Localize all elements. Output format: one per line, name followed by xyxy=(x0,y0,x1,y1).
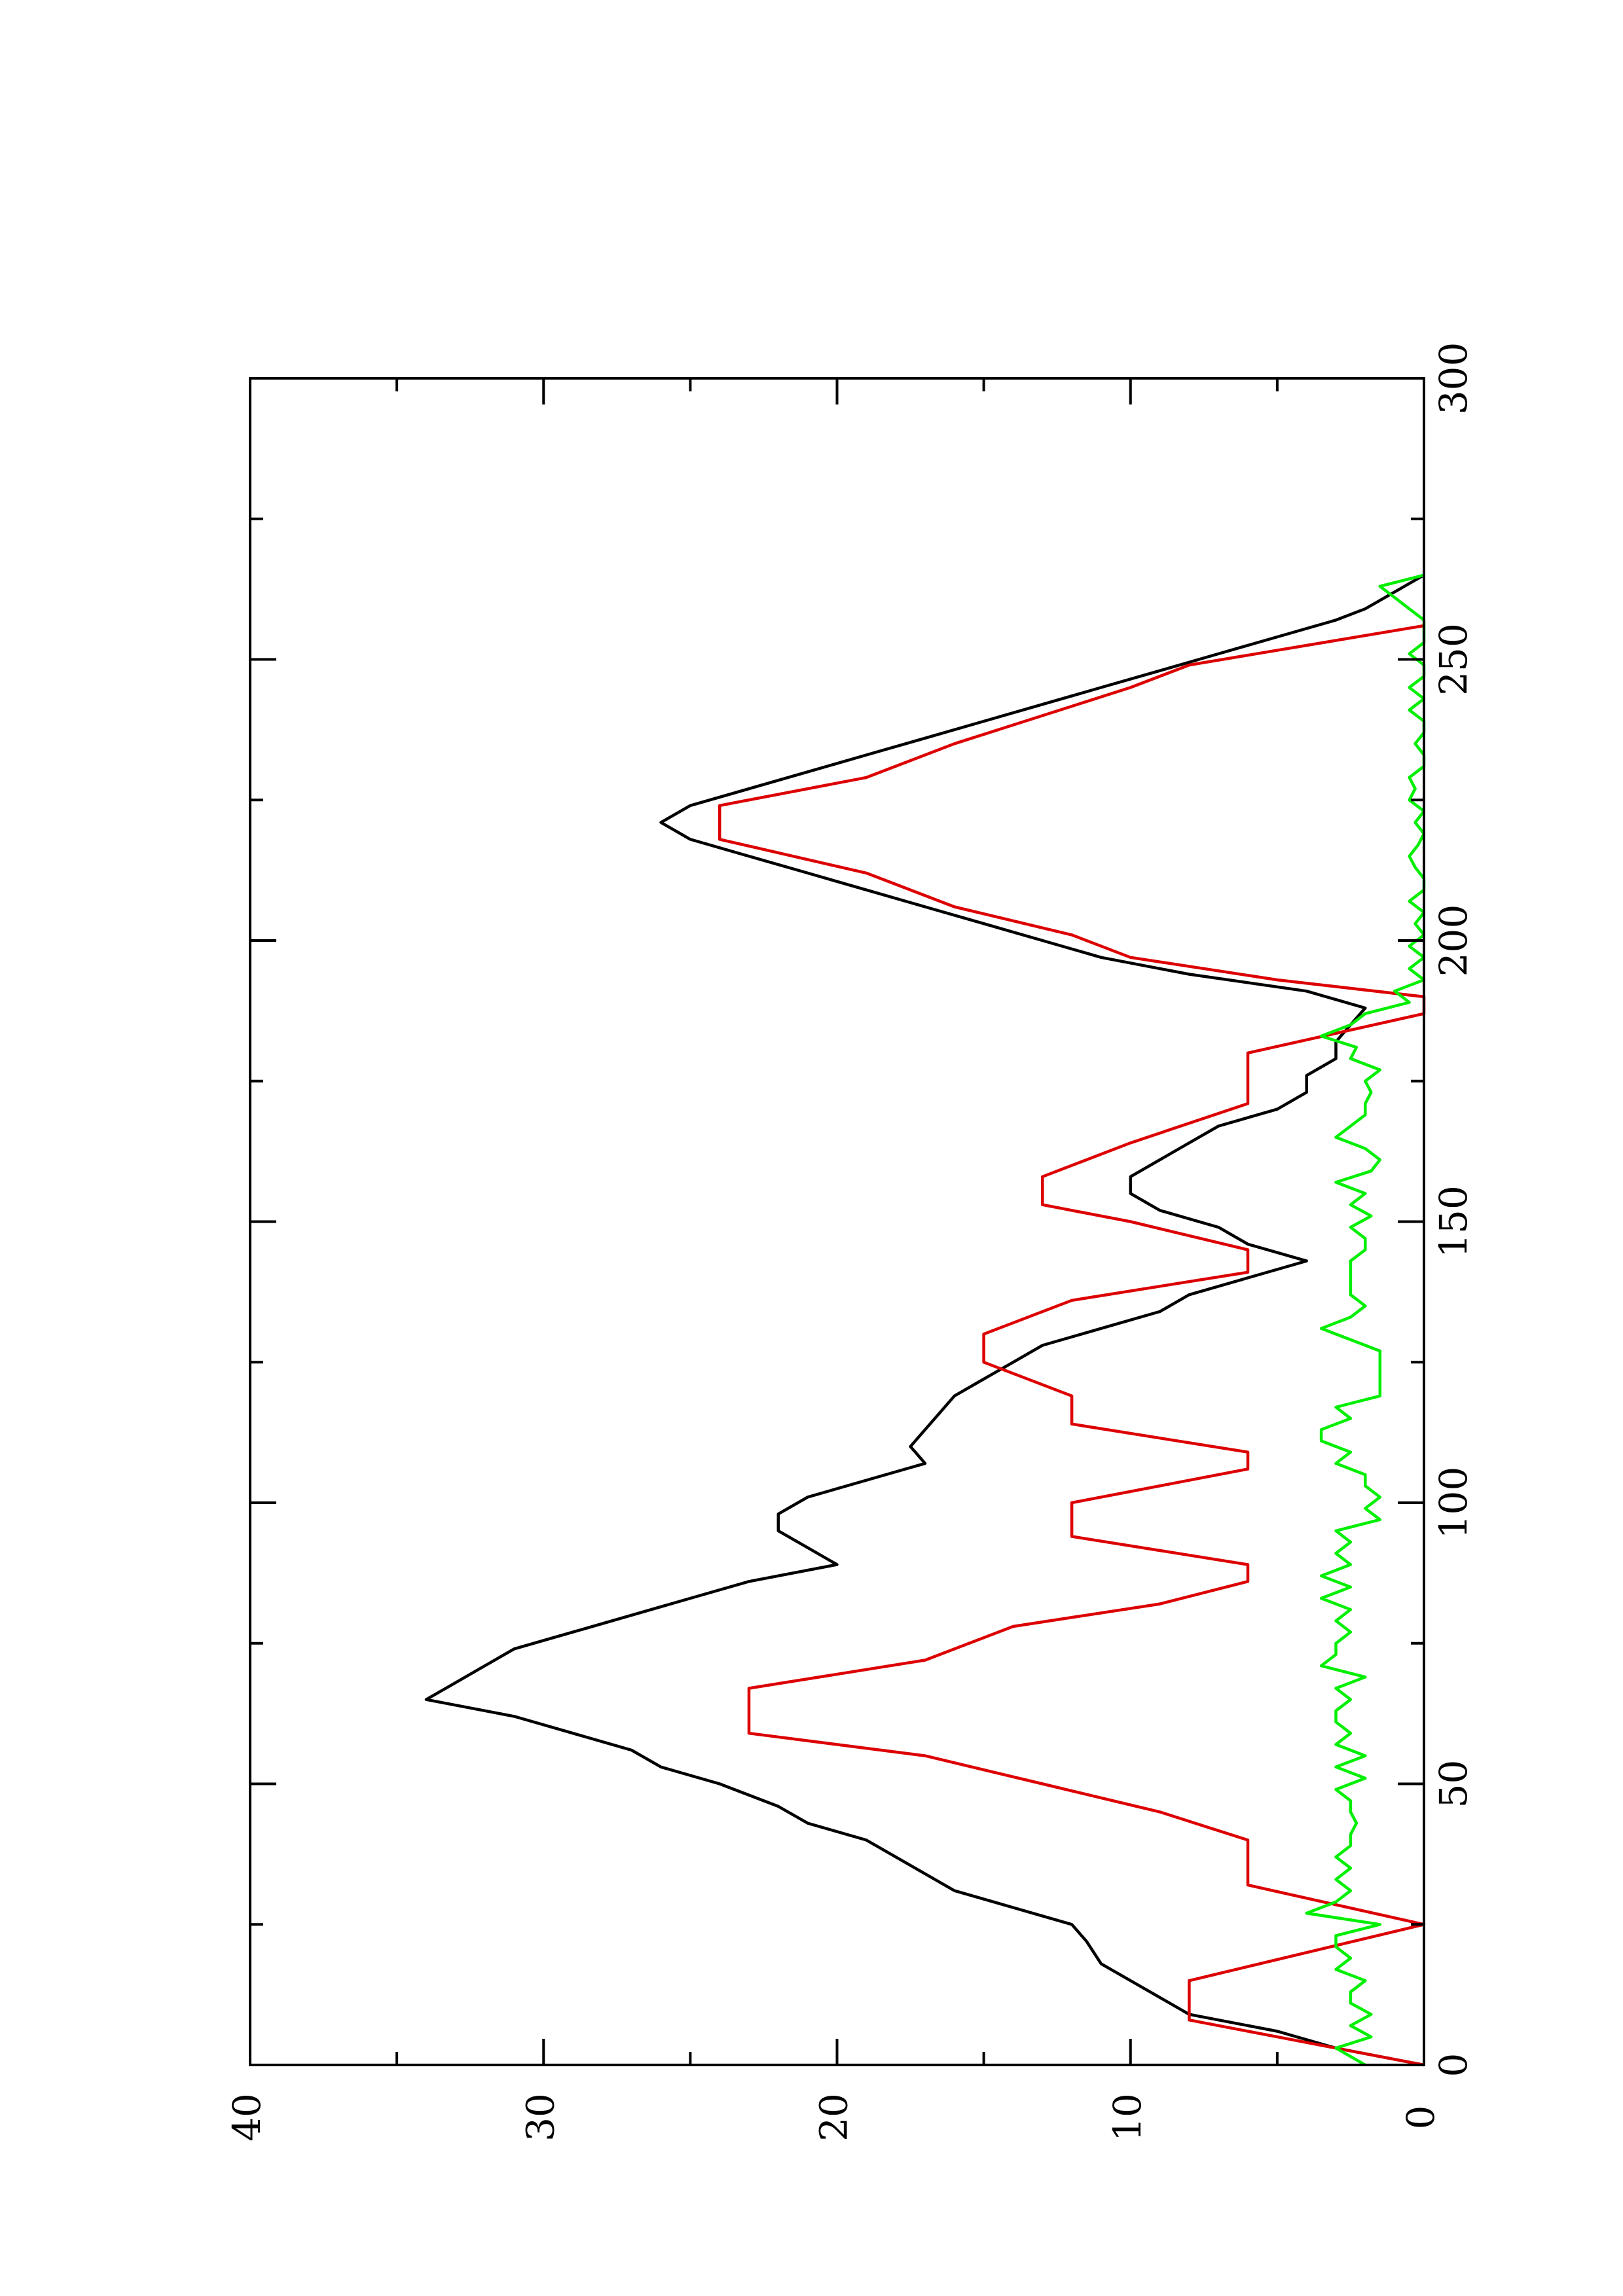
y-tick-label: 30 xyxy=(518,2093,562,2142)
plot-area xyxy=(424,573,1426,2067)
y-tick-label: 0 xyxy=(1398,2106,1443,2130)
x-tick-label: 150 xyxy=(1431,1185,1476,1258)
x-tick-label: 250 xyxy=(1431,623,1476,696)
x-tick-label: 300 xyxy=(1431,342,1476,415)
plot-frame xyxy=(249,377,1425,2066)
y-tick-label: 10 xyxy=(1105,2093,1150,2142)
x-tick-label: 0 xyxy=(1431,2053,1476,2077)
x-tick-label: 200 xyxy=(1431,905,1476,977)
series-line-3 xyxy=(1305,573,1426,2066)
series-line-2 xyxy=(718,624,1426,2067)
y-tick-label: 40 xyxy=(225,2093,269,2142)
y-tick-label: 20 xyxy=(812,2093,856,2142)
x-tick-label: 100 xyxy=(1431,1467,1476,1539)
axes: 0 50 100 150 200 250 300 0 10 20 30 40 xyxy=(225,342,1476,2142)
series-line-1 xyxy=(424,573,1425,2067)
x-tick-label: 50 xyxy=(1431,1760,1476,1808)
